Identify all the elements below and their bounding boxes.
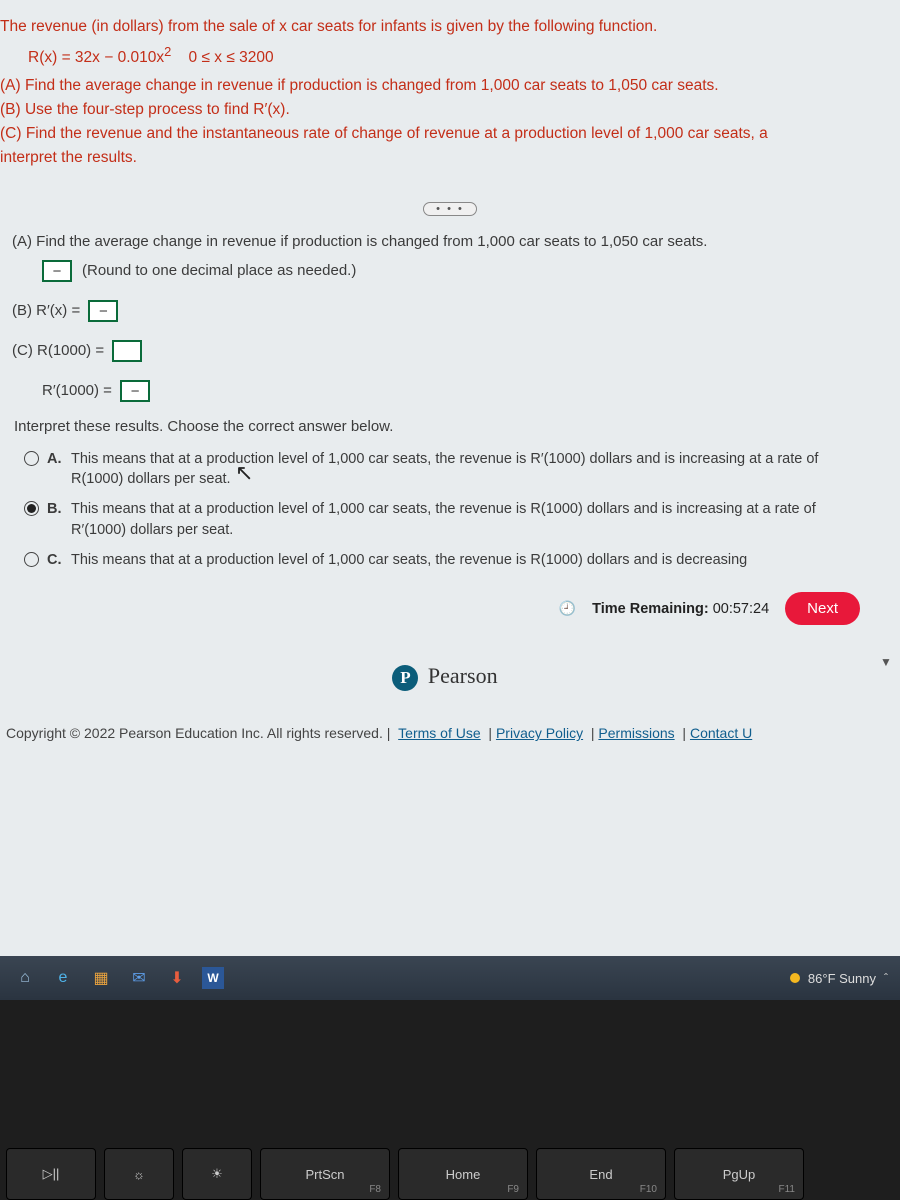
- taskbar-icon[interactable]: ⌂: [12, 965, 38, 991]
- option-c[interactable]: C. This means that at a production level…: [24, 550, 890, 570]
- radio-c[interactable]: [24, 552, 39, 567]
- permissions-link[interactable]: Permissions: [598, 725, 674, 741]
- mail-icon[interactable]: ✉: [126, 965, 152, 991]
- word-icon[interactable]: W: [202, 967, 224, 989]
- answer-c2-input[interactable]: −: [120, 380, 150, 402]
- expand-button[interactable]: • • •: [423, 202, 477, 216]
- copyright: Copyright © 2022 Pearson Education Inc. …: [0, 725, 890, 741]
- answer-a-input[interactable]: −: [42, 260, 72, 282]
- part-b-text: (B) Use the four-step process to find R′…: [0, 98, 890, 121]
- question-body: (A) Find the average change in revenue i…: [0, 233, 900, 741]
- weather-text[interactable]: 86°F Sunny: [808, 971, 876, 986]
- problem-statement: The revenue (in dollars) from the sale o…: [0, 0, 900, 179]
- weather-icon: [790, 973, 800, 983]
- page-content: The revenue (in dollars) from the sale o…: [0, 0, 900, 1200]
- pearson-p-icon: P: [392, 665, 418, 691]
- question-c1: (C) R(1000) =: [12, 340, 890, 362]
- options-list: A. This means that at a production level…: [24, 449, 890, 570]
- pearson-logo: P Pearson: [0, 663, 890, 691]
- download-icon[interactable]: ⬇: [164, 965, 190, 991]
- option-a[interactable]: A. This means that at a production level…: [24, 449, 890, 490]
- problem-equation: R(x) = 32x − 0.010x2 0 ≤ x ≤ 3200: [28, 42, 890, 69]
- part-c-text: (C) Find the revenue and the instantaneo…: [0, 122, 890, 145]
- keyboard: ▷|| ☼ ☀ PrtScnF8 HomeF9 EndF10 PgUpF11: [0, 1000, 900, 1200]
- edge-icon[interactable]: e: [50, 965, 76, 991]
- divider: • • •: [0, 199, 900, 217]
- part-a-text: (A) Find the average change in revenue i…: [0, 74, 890, 97]
- question-c2: R′(1000) = −: [42, 380, 890, 402]
- timer-row: 🕘 Time Remaining: 00:57:24 Next: [0, 592, 890, 625]
- next-button[interactable]: Next: [785, 592, 860, 625]
- key-pgup: PgUpF11: [674, 1148, 804, 1200]
- radio-a[interactable]: [24, 451, 39, 466]
- chevron-up-icon[interactable]: ˆ: [884, 971, 888, 985]
- radio-b[interactable]: [24, 501, 39, 516]
- taskbar: ⌂ e ▦ ✉ ⬇ W 86°F Sunny ˆ: [0, 956, 900, 1000]
- key-prtscn: PrtScnF8: [260, 1148, 390, 1200]
- timer-text: Time Remaining: 00:57:24: [592, 601, 769, 617]
- key-home: HomeF9: [398, 1148, 528, 1200]
- round-note: (Round to one decimal place as needed.): [82, 262, 356, 279]
- key-play: ▷||: [6, 1148, 96, 1200]
- option-b[interactable]: B. This means that at a production level…: [24, 499, 890, 540]
- question-a: (A) Find the average change in revenue i…: [12, 233, 890, 250]
- answer-b-input[interactable]: −: [88, 300, 118, 322]
- key-dim: ☼: [104, 1148, 174, 1200]
- store-icon[interactable]: ▦: [88, 965, 114, 991]
- key-bright: ☀: [182, 1148, 252, 1200]
- contact-link[interactable]: Contact U: [690, 725, 752, 741]
- answer-c1-input[interactable]: [112, 340, 142, 362]
- problem-intro: The revenue (in dollars) from the sale o…: [0, 15, 890, 38]
- interpret-text: interpret the results.: [0, 146, 890, 169]
- cursor-icon: ↖: [235, 460, 253, 486]
- clock-icon: 🕘: [559, 600, 576, 617]
- terms-link[interactable]: Terms of Use: [398, 725, 480, 741]
- scroll-down-icon[interactable]: ▼: [880, 655, 896, 671]
- interpret-prompt: Interpret these results. Choose the corr…: [14, 418, 890, 435]
- question-b: (B) R′(x) = −: [12, 300, 890, 322]
- privacy-link[interactable]: Privacy Policy: [496, 725, 583, 741]
- key-end: EndF10: [536, 1148, 666, 1200]
